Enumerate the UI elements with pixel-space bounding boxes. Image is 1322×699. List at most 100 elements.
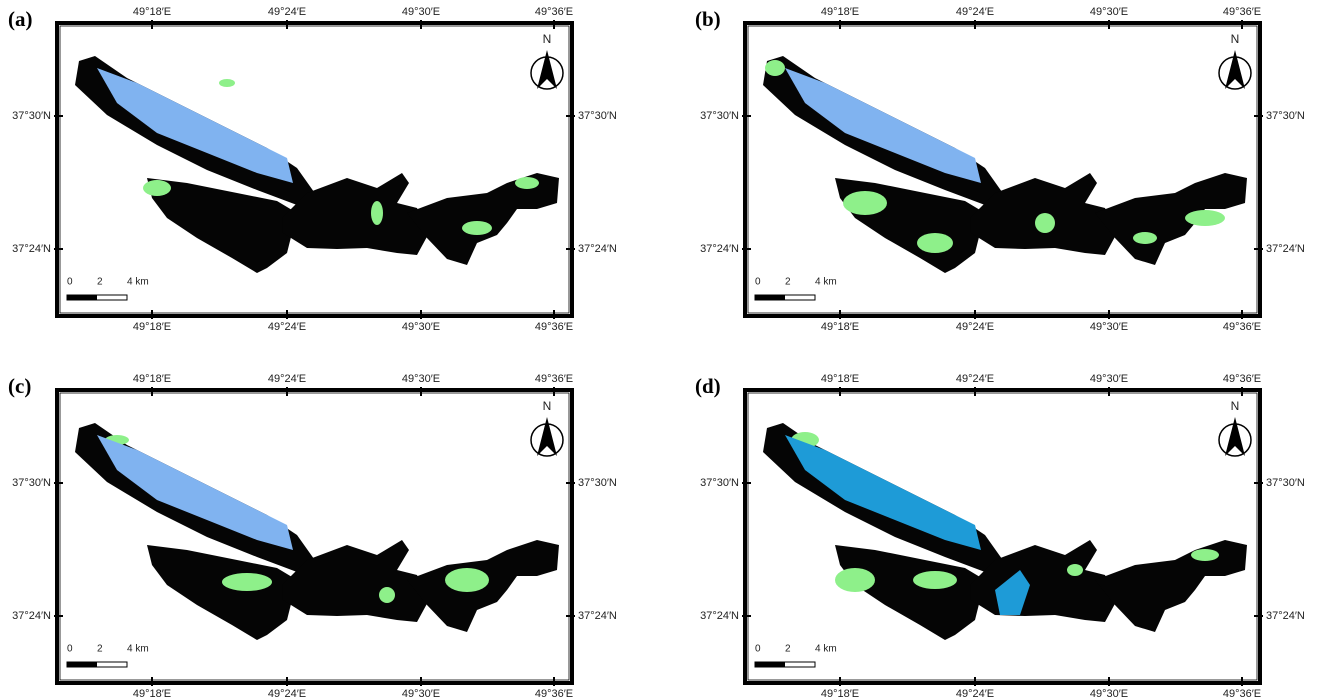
vegetation-patch (1191, 549, 1219, 561)
longitude-label: 49°36′E (535, 688, 573, 699)
longitude-label: 49°18′E (133, 373, 171, 385)
scale-bar-segment (755, 295, 785, 300)
latitude-label: 37°24′N (12, 610, 51, 622)
longitude-label: 49°18′E (821, 688, 859, 699)
map-background (745, 390, 1260, 683)
lake (785, 68, 981, 183)
map-frame (55, 21, 574, 318)
longitude-label: 49°30′E (402, 688, 440, 699)
longitude-label: 49°24′E (956, 688, 994, 699)
land-area (1095, 173, 1247, 265)
longitude-label: 49°36′E (1223, 6, 1261, 18)
map-background (745, 23, 1260, 316)
vegetation-patch (835, 568, 875, 592)
longitude-label: 49°30′E (402, 373, 440, 385)
longitude-label: 49°24′E (268, 373, 306, 385)
latitude-label: 37°30′N (12, 477, 51, 489)
longitude-label: 49°24′E (956, 321, 994, 333)
map-panel: 49°18′E 49°18′E 49°24′E 49°24′E 49°30′E 49°30… (12, 6, 617, 333)
longitude-label: 49°36′E (1223, 321, 1261, 333)
vegetation-patch (219, 79, 235, 87)
north-arrow (537, 50, 557, 89)
longitude-label: 49°36′E (535, 321, 573, 333)
longitude-label: 49°30′E (402, 6, 440, 18)
scale-bar-label: 0 (67, 644, 73, 655)
latitude-label: 37°30′N (1266, 110, 1305, 122)
map-frame-inner (747, 392, 1258, 681)
north-arrow (1225, 50, 1245, 89)
latitude-label: 37°30′N (578, 477, 617, 489)
vegetation-patch (222, 573, 272, 591)
longitude-label: 49°30′E (1090, 373, 1128, 385)
map-panel: 49°18′E 49°18′E 49°24′E 49°24′E 49°30′E 49°30… (700, 6, 1305, 333)
latitude-label: 37°30′N (1266, 477, 1305, 489)
north-label: N (543, 32, 552, 46)
map-background (57, 23, 572, 316)
map-frame-inner (59, 25, 570, 314)
longitude-label: 49°18′E (821, 321, 859, 333)
map-panel: 49°18′E 49°18′E 49°24′E 49°24′E 49°30′E 49°30… (700, 373, 1305, 699)
map-frame-inner (747, 25, 1258, 314)
longitude-label: 49°30′E (1090, 688, 1128, 699)
latitude-label: 37°24′N (578, 610, 617, 622)
longitude-label: 49°24′E (268, 321, 306, 333)
lake (97, 68, 293, 183)
north-arrow (537, 417, 557, 456)
latitude-label: 37°30′N (578, 110, 617, 122)
vegetation-patch (1067, 564, 1083, 576)
vegetation-patch (371, 201, 383, 225)
scale-bar-label: 0 (67, 277, 73, 288)
map-frame (55, 388, 574, 685)
latitude-label: 37°30′N (700, 110, 739, 122)
longitude-label: 49°30′E (1090, 321, 1128, 333)
vegetation-patch (143, 180, 171, 196)
latitude-label: 37°24′N (700, 243, 739, 255)
map-frame-inner (59, 392, 570, 681)
longitude-label: 49°18′E (133, 6, 171, 18)
scale-bar-segment (67, 662, 97, 667)
longitude-label: 49°24′E (268, 688, 306, 699)
vegetation-patch (462, 221, 492, 235)
vegetation-patch (1185, 210, 1225, 226)
lake (97, 435, 293, 550)
land-area (1095, 540, 1247, 632)
land-area (835, 545, 985, 640)
longitude-label: 49°24′E (268, 6, 306, 18)
land-area (407, 173, 559, 265)
land-area (282, 540, 429, 622)
longitude-label: 49°36′E (535, 373, 573, 385)
vegetation-patch (445, 568, 489, 592)
north-arrow (1225, 417, 1245, 456)
lake (785, 435, 981, 550)
map-panel: 49°18′E 49°18′E 49°24′E 49°24′E 49°30′E 49°30… (12, 373, 617, 699)
latitude-label: 37°30′N (12, 110, 51, 122)
longitude-label: 49°24′E (956, 6, 994, 18)
latitude-label: 37°24′N (700, 610, 739, 622)
longitude-label: 49°18′E (133, 688, 171, 699)
land-area (147, 178, 297, 273)
latitude-label: 37°24′N (12, 243, 51, 255)
lake (995, 570, 1030, 615)
longitude-label: 49°18′E (821, 373, 859, 385)
scale-bar-segment (755, 662, 785, 667)
scale-bar-label: 0 (755, 644, 761, 655)
longitude-label: 49°18′E (133, 321, 171, 333)
vegetation-patch (1133, 232, 1157, 244)
land-area (282, 173, 429, 255)
panel-label: (b) (695, 7, 721, 31)
vegetation-patch (765, 60, 785, 76)
longitude-label: 49°36′E (1223, 373, 1261, 385)
latitude-label: 37°30′N (700, 477, 739, 489)
scale-bar-label: 2 (785, 644, 791, 655)
panel-label: (d) (695, 374, 721, 398)
scale-bar-label: 4 km (815, 277, 837, 288)
longitude-label: 49°36′E (535, 6, 573, 18)
vegetation-patch (843, 191, 887, 215)
scale-bar-label: 4 km (127, 277, 149, 288)
scale-bar-label: 0 (755, 277, 761, 288)
longitude-label: 49°36′E (1223, 688, 1261, 699)
map-frame (743, 388, 1262, 685)
panel-label: (c) (8, 374, 31, 398)
latitude-label: 37°24′N (1266, 243, 1305, 255)
